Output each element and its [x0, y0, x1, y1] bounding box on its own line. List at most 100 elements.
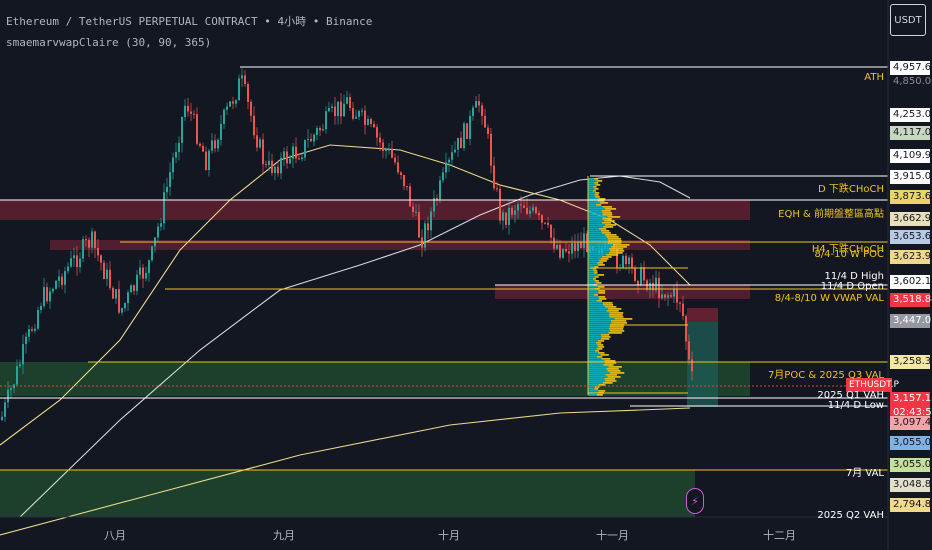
- price-label[interactable]: 3,623.92: [890, 250, 932, 264]
- price-label[interactable]: 3,518.88: [890, 293, 932, 307]
- profile-bar-accent: [604, 360, 616, 362]
- level-label: 7月POC & 2025 Q3 VAL: [767, 370, 884, 381]
- profile-bar: [588, 258, 601, 260]
- price-label[interactable]: 4,957.67: [890, 61, 932, 75]
- candle-body: [205, 151, 207, 171]
- candle-body: [466, 123, 468, 139]
- price-label[interactable]: 3,915.00: [890, 170, 932, 184]
- profile-bar-accent: [597, 286, 605, 288]
- profile-bar: [588, 236, 607, 238]
- candle-body: [169, 172, 171, 187]
- candle-body: [232, 101, 234, 104]
- profile-bar: [588, 254, 607, 256]
- candle-body: [319, 128, 321, 131]
- candle-body: [304, 139, 306, 158]
- profile-bar-accent: [611, 246, 627, 248]
- candle-body: [199, 143, 201, 146]
- candle-body: [121, 308, 123, 313]
- candle-body: [373, 123, 375, 128]
- candle-body: [265, 164, 267, 166]
- profile-bar: [588, 280, 595, 282]
- profile-bar: [588, 188, 595, 190]
- indicator-title[interactable]: smaemarvwapClaire (30, 90, 365): [6, 36, 212, 49]
- profile-bar-accent: [603, 304, 614, 306]
- level-label: 7月 VAL: [845, 468, 884, 479]
- candle-body: [676, 288, 678, 303]
- price-label[interactable]: 3,873.69: [890, 190, 932, 204]
- candle-body: [181, 116, 183, 143]
- profile-bar: [588, 352, 598, 354]
- candle-body: [499, 188, 501, 221]
- price-label[interactable]: 4,253.00: [890, 108, 932, 122]
- candle-body: [352, 107, 354, 119]
- profile-bar-accent: [594, 266, 599, 268]
- price-label[interactable]: ETHUSDT.P: [846, 378, 899, 392]
- level-label: EQH & 前期盤整區高點: [778, 209, 884, 220]
- profile-bar: [588, 318, 615, 320]
- price-label[interactable]: 4,850.00: [890, 75, 932, 89]
- profile-bar: [588, 260, 600, 262]
- candle-body: [367, 118, 369, 125]
- price-label[interactable]: 3,662.92: [890, 212, 932, 226]
- candle-body: [190, 111, 192, 114]
- price-label[interactable]: 4,109.99: [890, 149, 932, 163]
- level-label: 8/4-10 W POC: [814, 249, 884, 260]
- candle-body: [151, 246, 153, 261]
- profile-bar: [588, 328, 610, 330]
- lightning-icon[interactable]: ⚡: [686, 488, 704, 514]
- profile-bar-accent: [594, 276, 599, 278]
- profile-bar-accent: [597, 262, 604, 264]
- price-label[interactable]: 3,447.07: [890, 314, 932, 328]
- profile-bar: [588, 374, 606, 376]
- price-label[interactable]: 3,157.15: [890, 392, 932, 406]
- profile-bar-accent: [601, 232, 611, 234]
- profile-bar-accent: [607, 370, 621, 372]
- candle-body: [580, 242, 582, 248]
- profile-bar: [588, 210, 602, 212]
- candle-body: [310, 138, 312, 142]
- price-label[interactable]: 2,794.89: [890, 498, 932, 512]
- profile-bar-accent: [604, 378, 616, 380]
- candle-body: [316, 128, 318, 135]
- profile-bar-accent: [598, 198, 606, 200]
- profile-bar: [588, 372, 610, 374]
- candle-body: [544, 222, 546, 224]
- candle-body: [133, 285, 135, 292]
- candle-body: [7, 389, 9, 403]
- profile-bar: [588, 304, 604, 306]
- price-label[interactable]: 3,097.49: [890, 416, 932, 430]
- candle-body: [220, 123, 222, 140]
- candle-body: [148, 260, 150, 274]
- candle-body: [556, 245, 558, 249]
- profile-bar: [588, 290, 599, 292]
- profile-bar: [588, 234, 606, 236]
- symbol-title[interactable]: Ethereum / TetherUS PERPETUAL CONTRACT •…: [6, 15, 373, 28]
- price-label[interactable]: 3,602.15: [890, 275, 932, 289]
- candle-body: [553, 237, 555, 249]
- candle-body: [193, 113, 195, 115]
- profile-bar-accent: [597, 344, 604, 346]
- candle-body: [559, 245, 561, 258]
- profile-bar-accent: [596, 300, 603, 302]
- candle-body: [208, 150, 210, 171]
- profile-bar-accent: [594, 350, 600, 352]
- currency-button[interactable]: USDT: [890, 4, 926, 36]
- price-label[interactable]: 4,117.02: [890, 126, 932, 140]
- price-label[interactable]: 3,055.00: [890, 436, 932, 450]
- candle-body: [631, 257, 633, 268]
- profile-bar: [588, 326, 610, 328]
- candle-body: [529, 210, 531, 214]
- price-label[interactable]: 3,258.35: [890, 355, 932, 369]
- profile-bar-accent: [594, 386, 600, 388]
- candle-body: [331, 106, 333, 108]
- profile-bar-accent: [594, 194, 599, 196]
- profile-bar-accent: [605, 374, 617, 376]
- candle-body: [658, 277, 660, 299]
- profile-bar: [588, 228, 600, 230]
- price-label[interactable]: 3,055.00: [890, 458, 932, 472]
- price-label[interactable]: 3,048.82: [890, 478, 932, 492]
- candle-body: [313, 134, 315, 142]
- candle-body: [442, 172, 444, 181]
- price-label[interactable]: 3,653.65: [890, 230, 932, 244]
